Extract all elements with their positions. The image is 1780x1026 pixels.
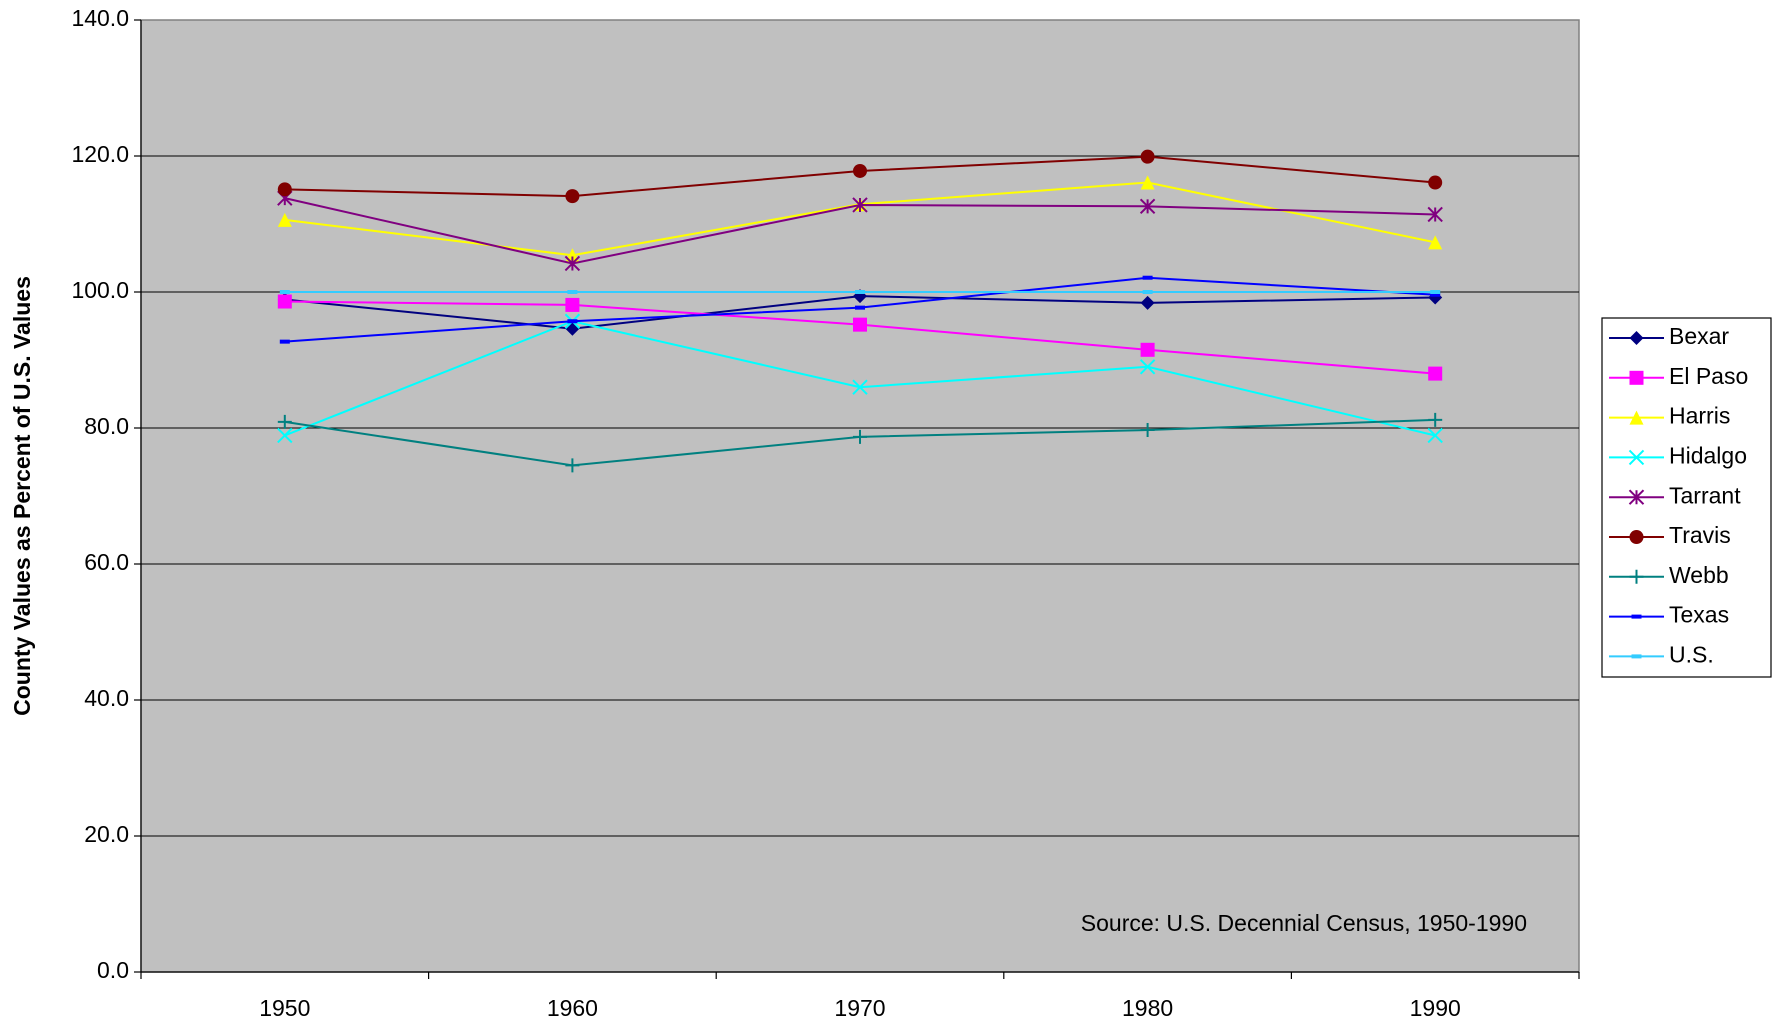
legend-label: Travis [1669, 522, 1731, 548]
marker [1428, 175, 1443, 190]
marker [853, 163, 867, 178]
marker [855, 290, 865, 294]
marker [852, 379, 868, 395]
marker [1428, 412, 1443, 427]
legend-label: U.S. [1669, 641, 1714, 667]
x-tick-label: 1980 [1122, 995, 1173, 1021]
y-tick-label: 140.0 [71, 5, 129, 31]
marker [1140, 295, 1155, 310]
marker [853, 429, 867, 444]
x-tick-label: 1970 [834, 995, 885, 1021]
legend-label: El Paso [1669, 363, 1748, 389]
marker [1139, 198, 1156, 215]
y-tick-label: 80.0 [84, 413, 129, 439]
y-tick-label: 100.0 [71, 277, 129, 303]
marker [277, 427, 293, 444]
y-tick-label: 0.0 [97, 957, 129, 983]
marker [567, 290, 578, 294]
marker [855, 305, 865, 310]
marker [1427, 206, 1443, 223]
marker [1430, 290, 1441, 294]
marker [279, 290, 290, 294]
marker [1140, 175, 1155, 190]
legend-label: Tarrant [1669, 482, 1741, 508]
marker [567, 319, 578, 324]
marker [1628, 449, 1645, 466]
marker [1142, 290, 1153, 294]
legend-label: Bexar [1669, 323, 1729, 349]
marker [1631, 614, 1642, 619]
marker [1428, 235, 1443, 250]
marker [1631, 654, 1642, 659]
legend-label: Hidalgo [1669, 442, 1747, 468]
x-tick-label: 1960 [547, 995, 598, 1021]
marker [1629, 331, 1644, 345]
marker [277, 294, 292, 309]
marker [1629, 569, 1644, 584]
marker [277, 414, 292, 429]
marker [1629, 410, 1644, 425]
marker [1629, 370, 1644, 385]
marker [1140, 423, 1155, 438]
marker [1140, 342, 1155, 357]
marker [852, 197, 868, 213]
marker [1427, 427, 1443, 444]
legend-label: Webb [1669, 562, 1729, 588]
marker [564, 255, 581, 272]
x-tick-label: 1990 [1410, 995, 1461, 1021]
y-tick-label: 120.0 [71, 141, 129, 167]
marker [277, 182, 292, 197]
marker [1140, 149, 1155, 164]
plot-area [140, 19, 1580, 973]
marker [1629, 530, 1644, 544]
marker [279, 339, 290, 344]
marker [1139, 359, 1156, 375]
marker [277, 212, 292, 227]
y-tick-label: 60.0 [84, 549, 129, 575]
marker [1430, 292, 1441, 297]
y-tick-label: 20.0 [84, 821, 129, 847]
marker [1628, 489, 1645, 505]
marker [853, 317, 867, 332]
legend-label: Harris [1669, 403, 1730, 429]
y-tick-label: 40.0 [84, 685, 129, 711]
marker [1428, 366, 1443, 381]
annotation: Source: U.S. Decennial Census, 1950-1990 [1081, 910, 1527, 936]
y-axis-title: County Values as Percent of U.S. Values [9, 276, 35, 716]
marker [565, 458, 580, 473]
legend-label: Texas [1669, 602, 1729, 628]
marker [565, 297, 580, 312]
x-tick-label: 1950 [259, 995, 310, 1021]
marker [1142, 275, 1153, 280]
marker [565, 189, 580, 204]
